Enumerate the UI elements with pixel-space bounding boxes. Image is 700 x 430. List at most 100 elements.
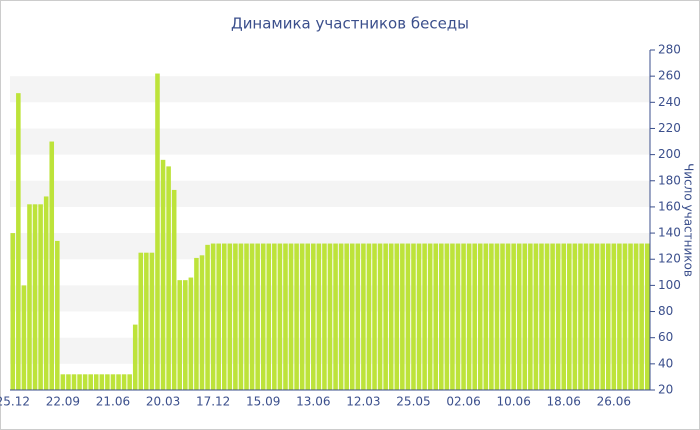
bar xyxy=(116,374,121,390)
bar xyxy=(249,243,255,390)
y-tick-label: 220 xyxy=(658,121,681,135)
bar xyxy=(244,243,249,390)
y-tick-label: 160 xyxy=(658,199,681,213)
bar xyxy=(583,243,589,390)
y-tick-label: 120 xyxy=(658,252,681,266)
bar xyxy=(272,243,277,390)
x-tick-label: 02.06 xyxy=(446,395,480,409)
bar xyxy=(422,243,427,390)
bar xyxy=(166,166,171,390)
bar xyxy=(594,243,600,390)
x-tick-label: 12.03 xyxy=(346,395,380,409)
bar xyxy=(622,243,628,390)
bar xyxy=(639,243,644,390)
bar xyxy=(221,243,227,390)
bar xyxy=(338,243,344,390)
x-tick-label: 13.06 xyxy=(296,395,330,409)
bar xyxy=(433,243,439,390)
bar xyxy=(494,243,500,390)
bar xyxy=(283,243,288,390)
bar xyxy=(611,243,617,390)
bar xyxy=(516,243,522,390)
bar xyxy=(466,243,472,390)
bar xyxy=(461,243,466,390)
bar xyxy=(544,243,550,390)
bar xyxy=(572,243,578,390)
bar xyxy=(361,243,366,390)
bar xyxy=(149,252,155,390)
y-tick-label: 100 xyxy=(658,278,681,292)
bar xyxy=(305,243,311,390)
bar xyxy=(617,243,622,390)
x-tick-label: 18.06 xyxy=(547,395,581,409)
bar xyxy=(327,243,333,390)
y-tick-label: 280 xyxy=(658,43,681,57)
grid-band xyxy=(10,180,650,207)
bar xyxy=(16,93,21,391)
bar xyxy=(93,374,99,390)
bar xyxy=(505,243,511,390)
bar xyxy=(183,280,188,390)
bar xyxy=(539,243,544,390)
bar xyxy=(199,255,205,390)
bar xyxy=(266,243,272,390)
bar xyxy=(110,374,116,390)
y-tick-label: 40 xyxy=(658,356,673,370)
bar xyxy=(561,243,567,390)
y-tick-label: 60 xyxy=(658,330,673,344)
bar xyxy=(388,243,394,390)
grid-band xyxy=(10,128,650,155)
bar xyxy=(394,243,400,390)
bar xyxy=(316,243,322,390)
bar xyxy=(511,243,516,390)
bar xyxy=(311,243,316,390)
bar xyxy=(628,243,633,390)
bar xyxy=(27,204,32,390)
bar xyxy=(405,243,411,390)
bar xyxy=(216,243,221,390)
bar xyxy=(500,243,505,390)
bar xyxy=(10,233,16,390)
bar xyxy=(294,243,299,390)
x-tick-label: 25.05 xyxy=(396,395,430,409)
bar xyxy=(600,243,605,390)
bar xyxy=(322,243,327,390)
bar xyxy=(567,243,572,390)
bar xyxy=(138,252,144,390)
x-tick-label: 25.12 xyxy=(0,395,30,409)
bar xyxy=(255,243,260,390)
bar xyxy=(49,141,55,390)
bar xyxy=(43,196,49,390)
bar xyxy=(411,243,416,390)
bar xyxy=(444,243,450,390)
bar xyxy=(177,280,183,390)
bar xyxy=(477,243,483,390)
bar xyxy=(483,243,489,390)
bar xyxy=(260,243,266,390)
bar xyxy=(533,243,539,390)
bar xyxy=(105,374,110,390)
bar xyxy=(127,374,132,390)
bar xyxy=(132,324,138,390)
bar xyxy=(194,257,199,390)
y-axis-label: Число участников xyxy=(682,163,696,277)
bar xyxy=(605,243,611,390)
y-tick-label: 80 xyxy=(658,304,673,318)
bar xyxy=(144,252,149,390)
bar xyxy=(333,243,338,390)
bar xyxy=(288,243,294,390)
chart-title: Динамика участников беседы xyxy=(231,15,469,33)
bar xyxy=(489,243,494,390)
bar xyxy=(55,240,60,390)
bar xyxy=(383,243,388,390)
bar xyxy=(450,243,455,390)
bar xyxy=(233,243,238,390)
bar xyxy=(550,243,555,390)
y-tick-label: 180 xyxy=(658,173,681,187)
bar xyxy=(21,285,27,390)
grid-band xyxy=(10,76,650,103)
bar xyxy=(121,374,127,390)
bar xyxy=(455,243,461,390)
bar xyxy=(88,374,93,390)
